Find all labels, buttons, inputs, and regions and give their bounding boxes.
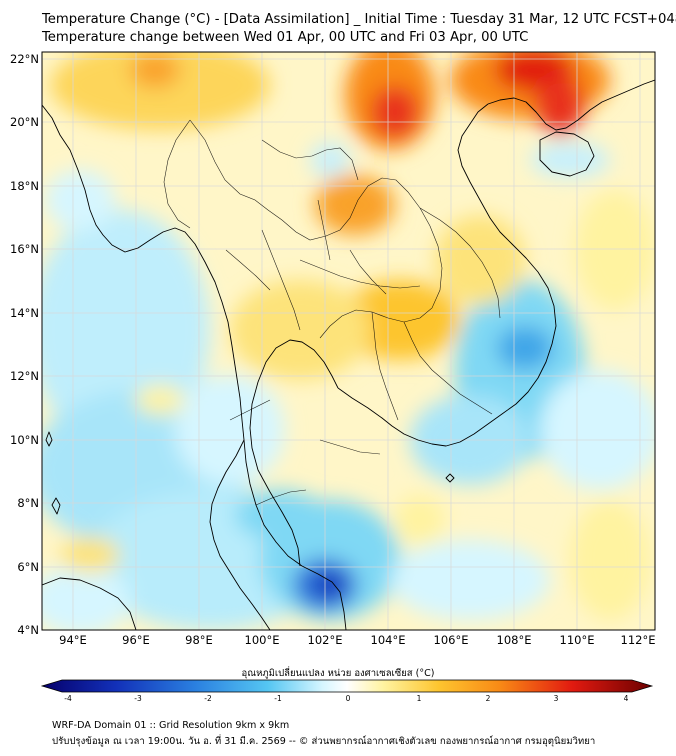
map-subtitle: Temperature change between Wed 01 Apr, 0…	[42, 30, 529, 45]
map-frame	[41, 51, 656, 631]
borders	[163, 119, 501, 506]
colorbar-tick: 0	[346, 694, 351, 703]
lat-label: 14°N	[10, 306, 39, 320]
lon-label: 106°E	[434, 633, 469, 647]
lon-label: 104°E	[371, 633, 406, 647]
colorbar-tick: 4	[624, 694, 629, 703]
lat-label: 10°N	[10, 433, 39, 447]
colorbar-ticks: -4 -3 -2 -1 0 1 2 3 4	[64, 694, 628, 703]
lat-label: 16°N	[10, 242, 39, 256]
latitude-labels: 22°N 20°N 18°N 16°N 14°N 12°N 10°N 8°N 6…	[10, 52, 39, 637]
colorbar-tick: 3	[554, 694, 559, 703]
coastlines	[42, 79, 655, 630]
lat-label: 8°N	[17, 496, 39, 510]
lat-label: 6°N	[17, 560, 39, 574]
colorbar-tick: 1	[417, 694, 422, 703]
lon-label: 102°E	[308, 633, 343, 647]
lon-label: 96°E	[122, 633, 150, 647]
lon-label: 94°E	[59, 633, 87, 647]
colorbar-tick: 2	[486, 694, 491, 703]
lat-label: 20°N	[10, 115, 39, 129]
lat-label: 12°N	[10, 369, 39, 383]
lon-label: 108°E	[497, 633, 532, 647]
lon-label: 98°E	[185, 633, 213, 647]
footer-model-info: WRF-DA Domain 01 :: Grid Resolution 9km …	[52, 720, 290, 731]
lat-label: 18°N	[10, 179, 39, 193]
colorbar-tick: -3	[134, 694, 142, 703]
lat-label: 22°N	[10, 52, 39, 66]
field-blobs	[42, 52, 655, 630]
colorbar-scale	[40, 679, 654, 693]
colorbar-tick: -2	[204, 694, 212, 703]
lon-label: 100°E	[245, 633, 280, 647]
map-title: Temperature Change (°C) - [Data Assimila…	[42, 12, 676, 27]
temperature-field	[42, 52, 655, 630]
lat-label: 4°N	[17, 623, 39, 637]
colorbar-tick: -1	[274, 694, 282, 703]
lon-label: 112°E	[621, 633, 656, 647]
gridlines	[42, 52, 655, 630]
footer-credits: ปรับปรุงข้อมูล ณ เวลา 19:00น. วัน อ. ที่…	[52, 736, 596, 747]
colorbar: -4 -3 -2 -1 0 1 2 3 4	[40, 679, 654, 703]
colorbar-label: อุณหภูมิเปลี่ยนแปลง หน่วย องศาเซลเซียส (…	[241, 668, 435, 679]
lon-label: 110°E	[560, 633, 595, 647]
colorbar-tick: -4	[64, 694, 72, 703]
longitude-labels: 94°E 96°E 98°E 100°E 102°E 104°E 106°E 1…	[59, 633, 655, 647]
